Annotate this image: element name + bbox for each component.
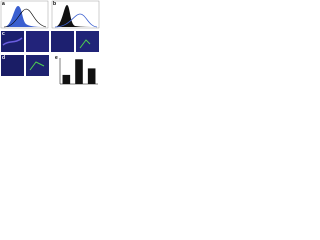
micrograph: [51, 31, 74, 52]
panel-label: d: [2, 55, 5, 61]
micrograph: [1, 55, 24, 76]
micrograph: [26, 31, 49, 52]
stain: [79, 39, 91, 49]
histogram-peak: [55, 5, 97, 27]
panel-label: b: [53, 1, 56, 7]
panel-labels: a b c d e: [2, 1, 58, 61]
page: {"figure": {"panels": [{"label": "a"}, {…: [0, 0, 100, 87]
figure: a b c d e: [0, 0, 100, 85]
histogram-frame: [51, 0, 100, 29]
micrograph: [26, 55, 49, 76]
bar: [62, 74, 71, 84]
stain: [29, 61, 45, 71]
bar: [75, 59, 83, 84]
histogram-outline: [54, 13, 98, 28]
stain: [2, 37, 23, 46]
bar: [87, 68, 96, 84]
histogram-outline: [3, 8, 47, 28]
panel-label: e: [55, 55, 58, 61]
panel-label: c: [2, 31, 5, 37]
bar-chart: [62, 59, 96, 84]
panel-label: a: [2, 1, 5, 7]
